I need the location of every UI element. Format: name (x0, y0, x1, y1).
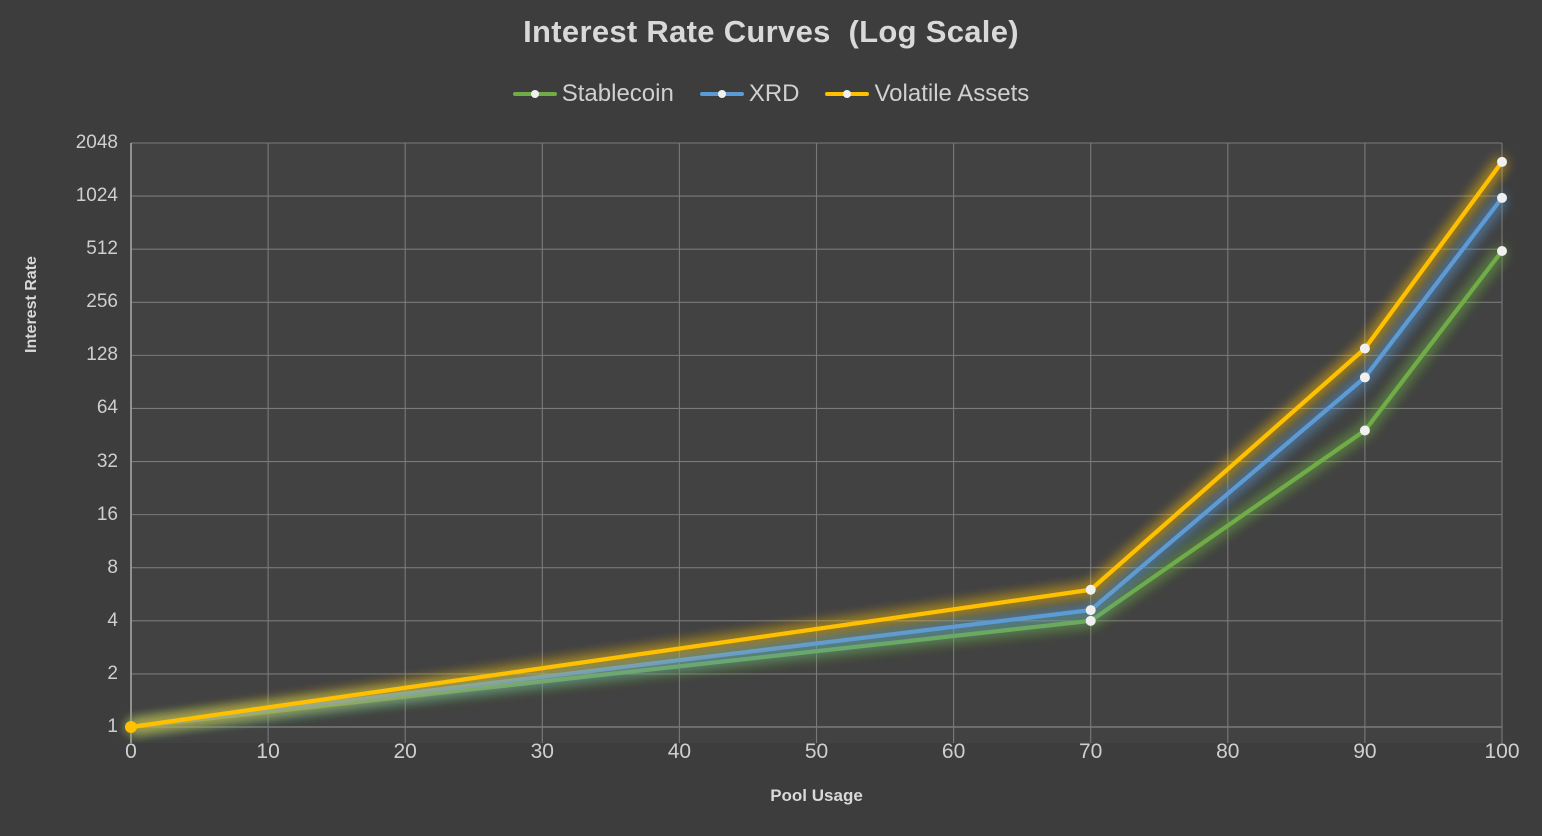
y-tick-label: 8 (107, 556, 118, 578)
y-tick-label: 512 (86, 238, 118, 260)
chart-title: Interest Rate Curves (Log Scale) (523, 14, 1019, 49)
x-axis-title: Pool Usage (770, 786, 863, 805)
series-line-volatile-assets (128, 159, 1505, 730)
y-tick-label: 4 (107, 609, 118, 631)
x-tick-label: 0 (125, 740, 137, 763)
x-tick-label: 10 (256, 740, 280, 763)
data-point-marker (1085, 605, 1096, 616)
legend-marker-xrd (699, 87, 744, 101)
x-tick-label: 100 (1484, 740, 1520, 763)
data-point-marker (1359, 372, 1370, 383)
y-tick-label: 2 (107, 662, 118, 684)
data-point-marker (1497, 245, 1507, 256)
legend-label-stablecoin: Stablecoin (561, 80, 674, 107)
y-tick-label: 64 (96, 397, 118, 419)
x-tick-label: 50 (804, 740, 829, 763)
x-tick-label: 60 (941, 740, 966, 763)
data-point-marker (1085, 615, 1096, 626)
data-point-marker (1359, 343, 1370, 354)
legend-marker-stablecoin (512, 87, 557, 101)
legend-item-volatile-assets[interactable]: Volatile Assets (825, 80, 1029, 108)
legend-item-stablecoin[interactable]: Stablecoin (512, 80, 674, 108)
y-tick-label: 2048 (75, 132, 118, 153)
data-point-marker (1497, 156, 1507, 167)
legend-label-xrd: XRD (748, 80, 800, 107)
y-tick-label: 16 (96, 503, 118, 525)
chart-legend: Stablecoin XRD Volatile Assets (0, 80, 1542, 108)
y-tick-label: 32 (96, 450, 118, 472)
y-tick-label: 256 (86, 291, 118, 313)
y-tick-label: 128 (86, 344, 118, 366)
x-tick-label: 30 (530, 740, 554, 763)
y-tick-label: 1 (107, 716, 118, 737)
data-point-marker-origin (125, 721, 137, 733)
x-tick-label: 90 (1353, 740, 1377, 763)
series-line-stablecoin (128, 248, 1505, 730)
data-point-marker (1497, 192, 1507, 203)
legend-label-volatile-assets: Volatile Assets (874, 80, 1030, 107)
legend-item-xrd[interactable]: XRD (699, 80, 800, 108)
data-point-marker (1085, 584, 1096, 595)
y-tick-label: 1024 (75, 185, 118, 207)
series-line-xrd (128, 195, 1505, 730)
x-tick-label: 70 (1079, 740, 1103, 763)
legend-marker-volatile-assets (825, 87, 870, 101)
x-tick-label: 40 (667, 740, 692, 763)
y-axis-tick-labels: 2048 1024 512 256 128 64 32 16 8 4 2 1 (56, 0, 118, 836)
x-tick-label: 20 (393, 740, 417, 763)
x-tick-label: 80 (1216, 740, 1240, 763)
data-point-marker (1359, 425, 1370, 436)
